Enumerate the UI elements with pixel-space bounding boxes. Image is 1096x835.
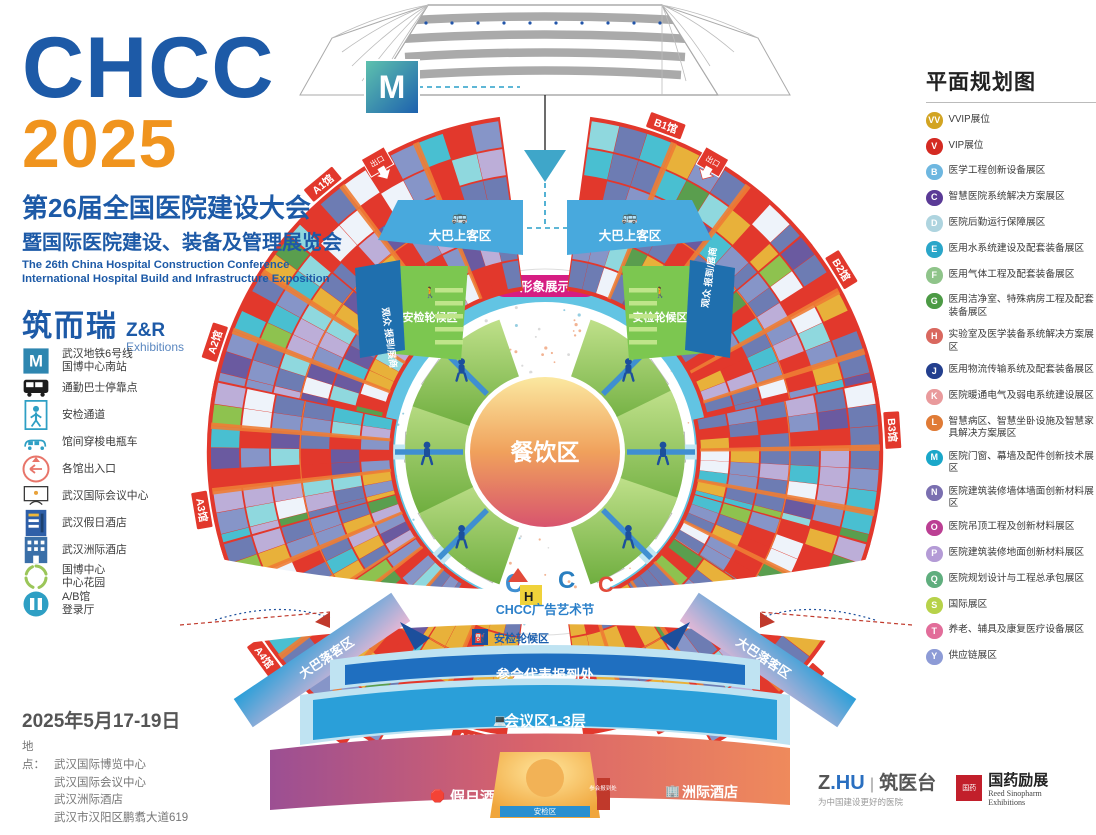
svg-text:🏢: 🏢 (665, 784, 680, 798)
svg-text:CHCC广告艺术节: CHCC广告艺术节 (496, 602, 595, 617)
svg-text:安检轮候区: 安检轮候区 (494, 631, 549, 645)
svg-text:C: C (558, 567, 575, 594)
svg-text:洲际酒店: 洲际酒店 (682, 784, 738, 800)
svg-text:B3馆: B3馆 (885, 418, 900, 443)
svg-text:大巴上客区: 大巴上客区 (429, 228, 492, 243)
svg-text:安检区: 安检区 (534, 806, 557, 816)
svg-text:参会报到处: 参会报到处 (589, 784, 617, 792)
svg-text:C: C (598, 572, 614, 597)
svg-text:M: M (29, 352, 43, 371)
svg-text:形象展示: 形象展示 (520, 279, 571, 294)
svg-text:🚌: 🚌 (452, 209, 468, 224)
svg-text:H: H (524, 589, 533, 604)
svg-text:🚌: 🚌 (622, 209, 638, 224)
svg-text:⛽: ⛽ (474, 632, 485, 643)
svg-text:M: M (379, 69, 406, 105)
svg-text:大巴上客区: 大巴上客区 (599, 228, 662, 243)
svg-text:🛑: 🛑 (430, 789, 445, 803)
svg-text:会议区1-3层: 会议区1-3层 (504, 712, 586, 730)
svg-text:🚶: 🚶 (423, 286, 436, 299)
svg-text:餐饮区: 餐饮区 (511, 439, 580, 465)
